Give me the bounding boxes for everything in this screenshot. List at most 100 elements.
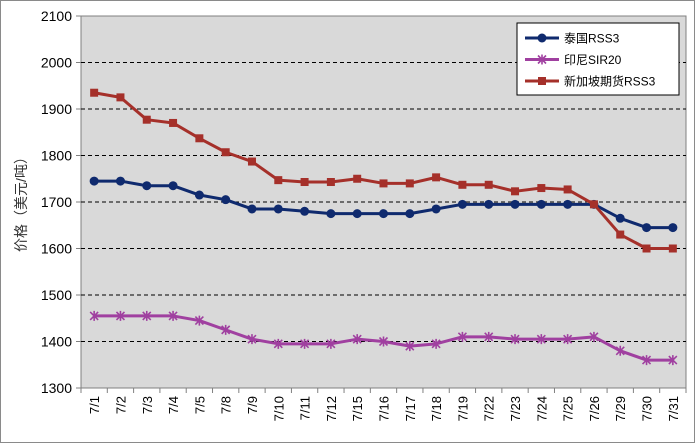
data-point [510,334,520,345]
data-point [194,315,204,326]
data-point [378,336,389,347]
data-point [563,199,573,209]
x-tick-label: 7/23 [508,396,523,421]
x-tick-label: 7/5 [192,396,207,414]
data-point [89,176,99,186]
y-tick-label: 1700 [41,194,72,210]
data-point [615,213,625,223]
data-point [641,355,652,366]
series-2 [89,310,678,366]
data-point [326,178,335,187]
data-point [300,178,309,187]
data-point [457,199,467,209]
data-point [589,200,598,209]
x-tick-label: 7/26 [587,396,602,421]
y-tick-label: 1900 [41,101,72,117]
data-point [221,324,231,335]
x-tick-label: 7/15 [350,396,365,421]
legend-entry: 印尼SIR20 [525,53,622,67]
data-point [484,199,494,209]
x-tick-label: 7/10 [271,396,286,421]
x-tick-label: 7/16 [377,396,392,421]
x-tick-label: 7/22 [482,396,497,421]
data-point [537,184,546,193]
data-point [668,223,678,233]
data-point [194,190,204,200]
legend-label: 印尼SIR20 [564,53,622,67]
data-point [458,180,467,189]
data-point [379,209,388,219]
data-point [115,310,126,321]
x-tick-label: 7/25 [561,396,576,421]
data-point [668,355,678,366]
data-point [168,310,178,321]
y-tick-label: 1800 [41,148,72,164]
data-point [221,148,230,157]
data-point [589,331,599,342]
data-point [668,244,677,253]
data-point [510,199,520,209]
data-point [484,180,493,189]
data-point [563,185,572,194]
y-tick-label: 1300 [41,380,72,396]
data-point [431,204,441,214]
x-tick-label: 7/31 [666,396,681,421]
data-point [353,174,362,183]
data-point [536,199,546,209]
data-point [142,115,151,124]
y-tick-label: 1500 [41,287,72,303]
legend-label: 泰国RSS3 [564,32,620,46]
x-tick-label: 7/17 [403,396,418,421]
legend-label: 新加坡期货RSS3 [564,74,656,89]
data-point [116,93,125,102]
y-axis-label: 价格（美元/吨） [13,150,29,252]
data-point [352,334,362,345]
data-point [142,310,152,321]
x-tick-label: 7/30 [640,396,655,421]
data-point [273,338,283,349]
legend-marker [537,33,547,43]
data-point [431,338,441,349]
data-point [642,223,652,233]
x-tick-label: 7/11 [298,396,313,420]
y-tick-label: 2100 [41,8,72,24]
data-point [89,310,99,321]
data-point [511,187,520,196]
data-point [273,204,283,214]
data-point [536,334,546,345]
data-point [247,204,257,214]
legend: 泰国RSS3 印尼SIR20 新加坡期货RSS3 [516,22,680,96]
x-tick-label: 7/1 [87,396,102,414]
data-point [221,195,231,205]
legend-entry: 泰国RSS3 [525,32,620,46]
x-tick-label: 7/19 [455,396,470,421]
series-1 [89,176,678,233]
data-point [115,176,125,186]
data-point [615,345,625,356]
data-point [405,179,414,188]
data-point [169,118,178,127]
data-point [300,206,310,216]
data-point [457,331,467,342]
data-point [484,331,494,342]
data-point [300,338,310,349]
data-point [168,181,178,191]
legend-marker [537,54,547,65]
data-point [326,209,336,219]
x-tick-label: 7/4 [166,396,181,414]
x-tick-label: 7/24 [534,396,549,421]
data-point [142,181,152,191]
data-point [352,209,362,219]
data-point [616,230,625,239]
data-point [405,209,415,219]
x-tick-label: 7/8 [219,396,234,414]
data-point [405,341,415,352]
data-point [432,173,441,182]
x-tick-label: 7/29 [613,396,628,421]
data-point [642,244,651,253]
data-point [90,88,99,97]
x-tick-label: 7/3 [140,396,155,414]
data-point [247,334,257,345]
